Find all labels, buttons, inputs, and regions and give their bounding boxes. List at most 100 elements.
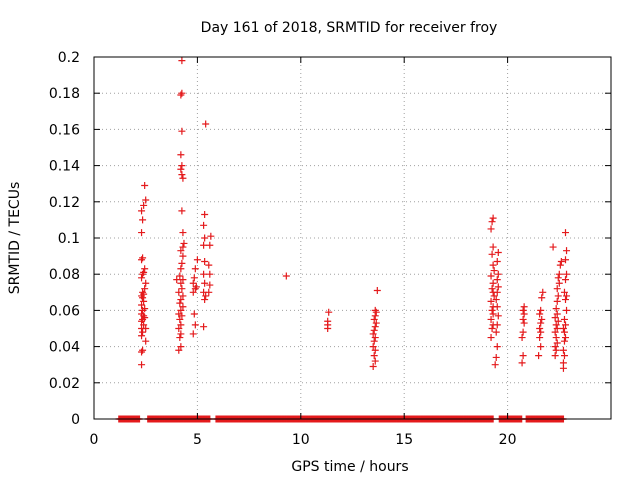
data-point: [138, 301, 146, 309]
data-point: [178, 57, 186, 65]
data-point: [489, 310, 497, 318]
data-point: [490, 292, 498, 300]
data-point: [536, 334, 544, 342]
data-point: [560, 288, 568, 296]
data-point: [555, 270, 563, 278]
y-tick-label: 0.2: [58, 50, 80, 66]
data-point: [369, 343, 377, 351]
data-point: [189, 279, 197, 287]
data-point: [520, 319, 528, 327]
data-point: [370, 326, 378, 334]
y-axis-label: SRMTID / TECUs: [7, 182, 23, 295]
data-point: [205, 288, 213, 296]
data-points: [138, 57, 571, 372]
data-point: [488, 218, 496, 226]
data-point: [560, 337, 568, 345]
data-point: [552, 334, 560, 342]
data-point: [560, 352, 568, 360]
data-point: [488, 250, 496, 258]
data-point: [138, 207, 146, 215]
data-point: [537, 328, 545, 336]
data-point: [488, 325, 496, 332]
data-point: [175, 325, 183, 332]
data-point: [369, 330, 377, 338]
data-point: [371, 346, 379, 354]
data-point: [201, 234, 209, 242]
data-point: [178, 162, 186, 170]
data-point: [559, 359, 567, 367]
data-point: [562, 229, 570, 237]
data-point: [494, 312, 502, 320]
data-point: [487, 272, 495, 280]
data-point: [193, 256, 201, 264]
x-tick-label: 5: [193, 432, 202, 448]
chart-title: Day 161 of 2018, SRMTID for receiver fro…: [201, 20, 498, 36]
data-point: [538, 315, 546, 323]
data-point: [560, 328, 568, 336]
data-point: [138, 256, 146, 264]
data-point: [493, 321, 501, 329]
data-point: [179, 174, 187, 182]
data-point: [489, 243, 497, 251]
data-point: [492, 353, 500, 361]
data-point: [538, 294, 546, 302]
data-point: [554, 292, 562, 300]
data-point: [138, 274, 146, 282]
data-point: [552, 346, 560, 354]
data-point: [200, 323, 208, 331]
plot-frame: [93, 56, 612, 420]
data-point: [372, 319, 380, 327]
data-point: [554, 317, 562, 325]
data-point: [189, 288, 197, 296]
data-point: [371, 357, 379, 365]
data-point: [557, 258, 565, 266]
data-point: [535, 352, 543, 360]
data-point: [518, 359, 526, 367]
data-point: [177, 247, 185, 255]
data-point: [325, 308, 333, 316]
data-point: [179, 303, 187, 311]
data-point: [563, 270, 571, 278]
data-point: [562, 334, 570, 342]
data-point: [491, 361, 499, 369]
x-tick-label: 0: [90, 432, 99, 448]
data-point: [519, 352, 527, 360]
data-point: [202, 292, 210, 300]
data-point: [492, 296, 500, 304]
data-point: [189, 330, 197, 338]
data-point: [556, 261, 564, 269]
data-point: [191, 265, 199, 273]
data-point: [190, 274, 198, 282]
data-point: [177, 343, 185, 351]
data-point: [141, 305, 149, 313]
data-point: [371, 323, 379, 331]
data-point: [518, 334, 526, 342]
data-point: [140, 201, 148, 209]
data-point: [138, 229, 146, 237]
y-tick-label: 0.12: [49, 195, 80, 211]
data-point: [490, 267, 498, 275]
x-tick-label: 20: [499, 432, 517, 448]
data-point: [562, 296, 570, 304]
data-point: [141, 285, 149, 293]
grid-lines: [94, 57, 611, 419]
data-point: [549, 243, 557, 251]
data-point: [551, 352, 559, 360]
data-point: [553, 310, 561, 318]
data-point: [177, 330, 185, 338]
data-point: [205, 261, 213, 269]
y-tick-label: 0: [71, 412, 80, 428]
data-point: [177, 321, 185, 329]
data-point: [192, 283, 200, 291]
y-tick-label: 0.14: [49, 159, 80, 175]
data-point: [559, 325, 567, 332]
data-point: [551, 314, 559, 322]
data-point: [139, 254, 147, 262]
data-point: [178, 89, 186, 97]
data-point: [207, 232, 215, 240]
data-point: [563, 247, 571, 255]
y-tick-label: 0.06: [49, 303, 80, 319]
data-point: [179, 229, 187, 237]
data-point: [140, 321, 148, 329]
